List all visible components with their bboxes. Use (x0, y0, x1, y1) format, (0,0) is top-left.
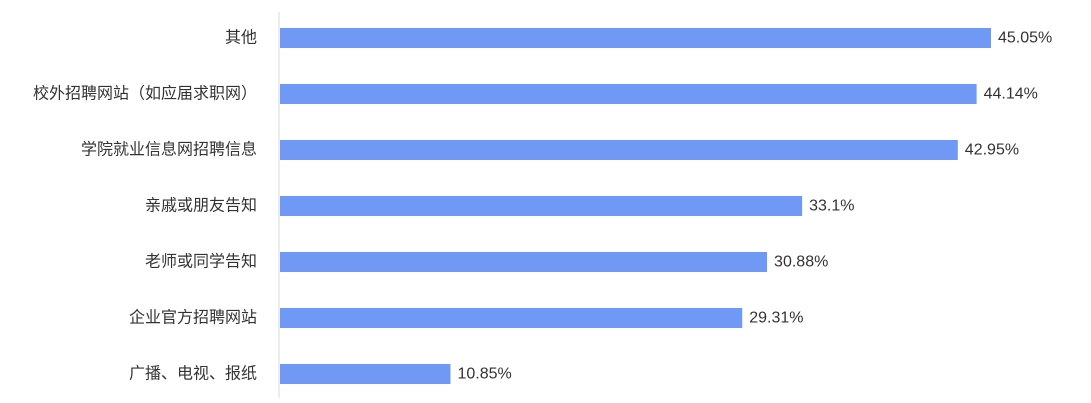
value-label: 42.95% (965, 142, 1019, 159)
category-label: 企业官方招聘网站 (129, 309, 257, 327)
category-label: 亲戚或朋友告知 (145, 197, 257, 215)
bar (280, 28, 991, 48)
value-label: 33.1% (809, 198, 854, 215)
bar (280, 84, 977, 104)
bar (280, 364, 451, 384)
value-label: 44.14% (984, 86, 1038, 103)
bar (280, 140, 958, 160)
category-label: 广播、电视、报纸 (129, 365, 257, 383)
value-label: 45.05% (998, 30, 1052, 47)
bar (280, 252, 768, 272)
category-label: 老师或同学告知 (145, 253, 257, 271)
value-label: 10.85% (457, 366, 511, 383)
bar (280, 196, 803, 216)
category-label: 学院就业信息网招聘信息 (81, 141, 257, 159)
value-label: 29.31% (749, 310, 803, 327)
bar (280, 308, 743, 328)
category-label: 校外招聘网站（如应届求职网） (33, 84, 257, 103)
value-label: 30.88% (774, 254, 828, 271)
category-label: 其他 (225, 29, 257, 47)
